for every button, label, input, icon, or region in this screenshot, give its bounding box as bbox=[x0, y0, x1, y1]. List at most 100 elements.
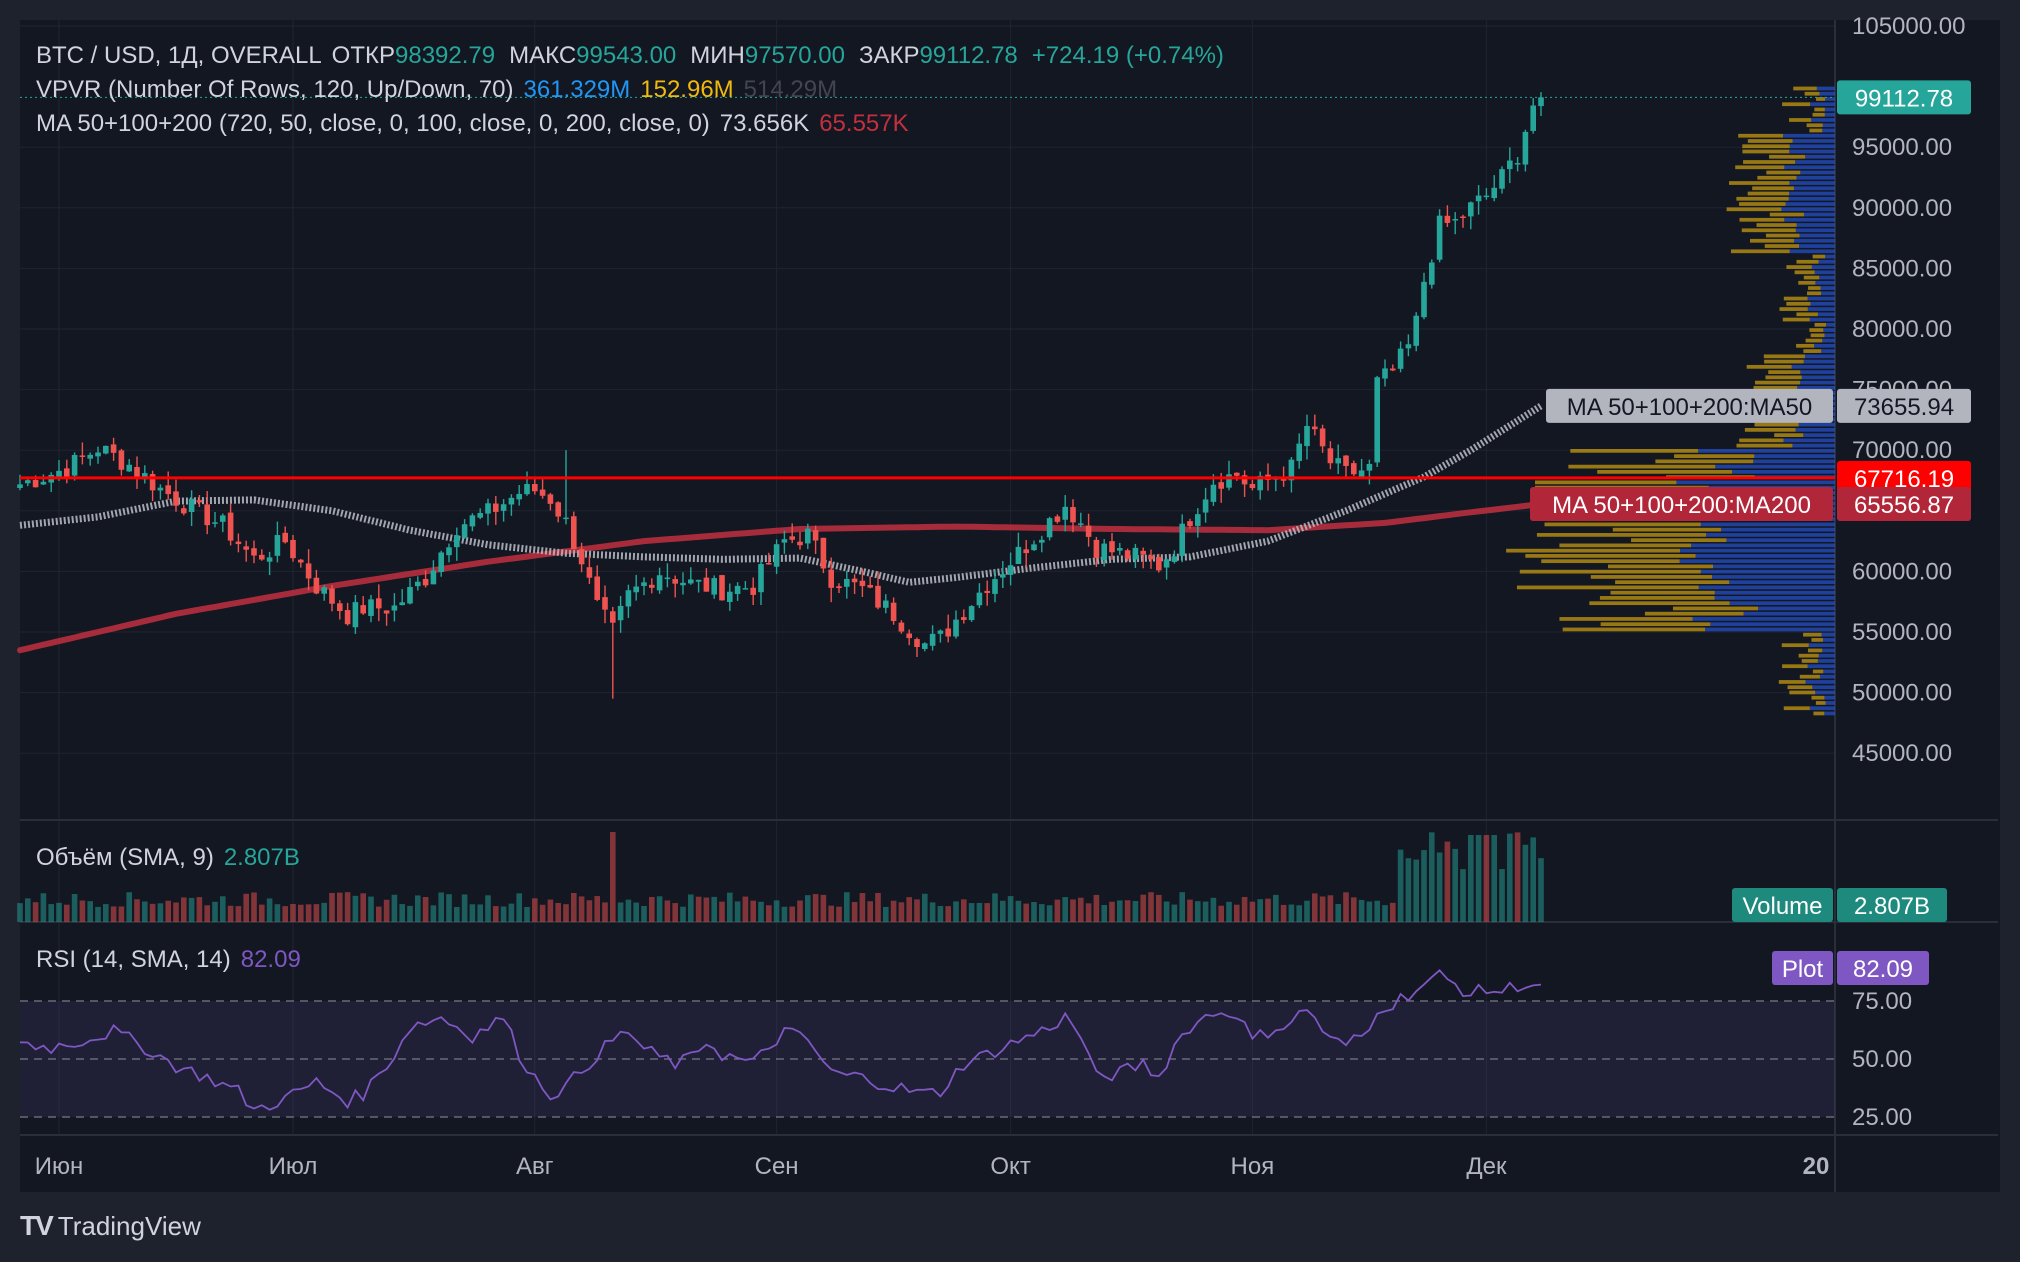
candle bbox=[1078, 512, 1084, 528]
volume-bar bbox=[1475, 835, 1482, 922]
candle bbox=[875, 571, 881, 610]
vpvr-down-row bbox=[1793, 86, 1817, 91]
candle bbox=[773, 539, 780, 575]
ma-title[interactable]: MA 50+100+200 (720, 50, close, 0, 100, c… bbox=[36, 110, 710, 137]
vpvr-down-row bbox=[1747, 139, 1793, 143]
candle bbox=[711, 575, 717, 599]
candle bbox=[1249, 479, 1256, 491]
vpvr-up-row bbox=[1714, 590, 1835, 595]
vpvr-down-row bbox=[1590, 575, 1713, 579]
horizontal-line[interactable] bbox=[20, 96, 1835, 480]
candle bbox=[485, 498, 491, 526]
volume-bar bbox=[227, 905, 234, 922]
vpvr-up-row bbox=[1795, 160, 1835, 164]
rsi-title[interactable]: RSI (14, SMA, 14) bbox=[36, 946, 231, 973]
volume-bar bbox=[922, 893, 928, 922]
volume-label-badge: Volume bbox=[1732, 888, 1833, 922]
time-tick-label: Сен bbox=[755, 1153, 799, 1180]
candle bbox=[976, 583, 983, 609]
volume-bar bbox=[25, 898, 31, 922]
candle bbox=[243, 540, 249, 562]
volume-bar bbox=[571, 893, 577, 922]
candle bbox=[1397, 341, 1404, 373]
volume-bar bbox=[1070, 899, 1076, 922]
svg-text:73655.94: 73655.94 bbox=[1854, 394, 1954, 421]
volume-bar bbox=[758, 901, 764, 922]
symbol-title[interactable]: BTC / USD, 1Д, OVERALL bbox=[36, 42, 322, 69]
candle bbox=[532, 477, 538, 495]
candle bbox=[64, 459, 70, 484]
volume-bar bbox=[742, 896, 749, 922]
ma200-path bbox=[17, 501, 1544, 654]
volume-bar bbox=[586, 900, 593, 922]
candle bbox=[40, 474, 47, 485]
vpvr-up-row bbox=[1714, 596, 1835, 600]
last-price-badge: 99112.78 bbox=[1837, 80, 1971, 115]
high-value: 99543.00 bbox=[576, 42, 677, 69]
candle bbox=[227, 503, 234, 546]
vpvr-up-row bbox=[1800, 370, 1835, 374]
candle bbox=[1475, 185, 1482, 215]
tradingview-logo-text: TradingView bbox=[57, 1210, 201, 1241]
vpvr-down-row bbox=[1768, 370, 1801, 374]
candle bbox=[859, 568, 866, 597]
volume-bar bbox=[1444, 841, 1451, 922]
volume-title[interactable]: Объём (SMA, 9) bbox=[36, 844, 214, 871]
candle bbox=[992, 569, 998, 603]
vpvr-up-row bbox=[1825, 701, 1835, 705]
candle bbox=[1101, 539, 1107, 567]
candle bbox=[766, 552, 772, 565]
candle bbox=[298, 558, 304, 568]
candle bbox=[734, 582, 741, 601]
price-tick-label: 60000.00 bbox=[1852, 558, 1952, 585]
price-tick-label: 55000.00 bbox=[1852, 619, 1952, 646]
volume-bar bbox=[617, 902, 624, 922]
volume-bar bbox=[1382, 905, 1388, 922]
low-label: МИН bbox=[690, 42, 745, 69]
volume-bar bbox=[1101, 905, 1107, 922]
volume-bar bbox=[750, 900, 756, 922]
vpvr-down-row bbox=[1729, 181, 1790, 185]
vpvr-down-row bbox=[1741, 228, 1796, 233]
vpvr-up-row bbox=[1796, 175, 1835, 180]
candle bbox=[953, 610, 959, 639]
volume-bar bbox=[188, 897, 195, 922]
candle bbox=[430, 560, 437, 585]
vpvr-down-row bbox=[1816, 97, 1826, 101]
candle bbox=[1452, 212, 1458, 235]
volume-bar bbox=[1085, 903, 1092, 922]
candle bbox=[586, 555, 593, 584]
vpvr-down-row bbox=[1803, 632, 1822, 637]
vpvr-down-row bbox=[1804, 91, 1820, 96]
volume-bar bbox=[165, 900, 171, 922]
tradingview-logo[interactable]: TV TradingView bbox=[20, 1210, 201, 1242]
volume-bar bbox=[992, 893, 998, 922]
vpvr-up-row bbox=[1792, 443, 1835, 448]
volume-bar bbox=[32, 902, 39, 922]
vpvr-up-row bbox=[1798, 422, 1835, 427]
volume-bar bbox=[1483, 835, 1490, 922]
candle bbox=[883, 594, 889, 614]
candle bbox=[758, 559, 764, 606]
vpvr-down-row bbox=[1812, 669, 1824, 674]
candle bbox=[1304, 414, 1310, 460]
volume-legend: Объём (SMA, 9) 2.807B bbox=[36, 844, 310, 872]
candle bbox=[422, 570, 429, 588]
price-tick-label: 85000.00 bbox=[1852, 255, 1952, 282]
candle bbox=[188, 490, 195, 527]
vpvr-down-row bbox=[1559, 617, 1693, 621]
candle bbox=[383, 610, 390, 626]
vpvr-down-row bbox=[1589, 601, 1730, 606]
vpvr-down-row bbox=[1763, 354, 1805, 359]
vpvr-up-row bbox=[1710, 622, 1835, 627]
vpvr-up-row bbox=[1795, 228, 1835, 233]
vpvr-up-row bbox=[1799, 244, 1835, 248]
axes: 105000.00 95000.00 90000.00 85000.00 80000.0… bbox=[35, 13, 1966, 1180]
vpvr-down-row bbox=[1814, 107, 1825, 112]
volume-bars bbox=[17, 832, 1544, 922]
vpvr-title[interactable]: VPVR (Number Of Rows, 120, Up/Down, 70) bbox=[36, 76, 514, 103]
volume-bar bbox=[1249, 901, 1256, 922]
volume-bar bbox=[961, 899, 967, 922]
